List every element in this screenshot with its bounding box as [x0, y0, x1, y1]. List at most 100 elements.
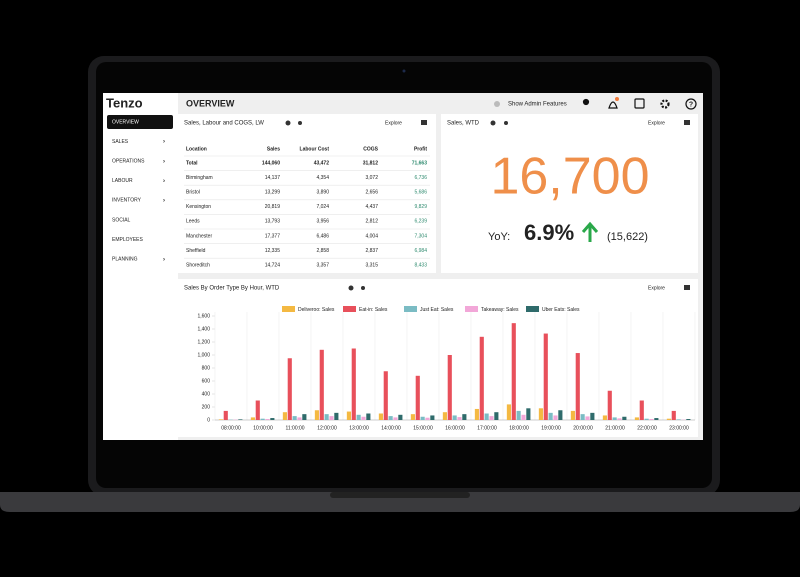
alert-icon[interactable] [504, 121, 508, 125]
bar [325, 414, 329, 420]
user-icon[interactable] [584, 100, 589, 105]
bar [480, 337, 484, 420]
bar [677, 419, 681, 420]
info-icon[interactable] [286, 121, 291, 126]
table-cell: 2,812 [365, 219, 378, 225]
bar [334, 413, 338, 420]
table-cell: 14,724 [265, 263, 281, 269]
table-cell: 4,437 [365, 204, 378, 210]
table-cell: 71,663 [412, 160, 428, 166]
y-tick-label: 200 [202, 404, 211, 410]
menu-icon[interactable] [684, 120, 690, 125]
admin-toggle-label[interactable]: Show Admin Features [508, 102, 567, 108]
y-tick-label: 400 [202, 391, 211, 397]
nav-item[interactable]: OPERATIONS [112, 159, 145, 165]
table-cell: 3,956 [316, 219, 329, 225]
menu-icon[interactable] [421, 120, 427, 125]
table-cell: 3,357 [316, 263, 329, 269]
column-header[interactable]: Location [186, 146, 207, 152]
x-tick-label: 13:00:00 [349, 425, 369, 431]
alert-icon[interactable] [361, 286, 365, 290]
y-tick-label: 1,400 [197, 326, 210, 332]
bar [443, 412, 447, 420]
table-cell: 6,486 [316, 233, 329, 239]
legend-label[interactable]: Uber Eats: Sales [542, 307, 580, 313]
bar [416, 376, 420, 420]
bar [489, 416, 493, 420]
nav-item[interactable]: PLANNING [112, 257, 138, 263]
y-tick-label: 1,200 [197, 339, 210, 345]
bar [347, 412, 351, 420]
bar [544, 334, 548, 420]
x-tick-label: 17:00:00 [477, 425, 497, 431]
kpi-value: 16,700 [490, 148, 649, 206]
nav-item[interactable]: SOCIAL [112, 217, 131, 223]
bar [526, 408, 530, 420]
column-header[interactable]: Sales [267, 146, 280, 152]
nav-item[interactable]: SALES [112, 139, 129, 145]
bar [357, 415, 361, 420]
sidebar [103, 93, 178, 440]
admin-toggle[interactable] [494, 101, 500, 107]
info-icon[interactable] [491, 121, 496, 126]
table-cell: 7,304 [414, 233, 427, 239]
table-cell: Total [186, 160, 198, 166]
alert-icon[interactable] [298, 121, 302, 125]
bar [512, 323, 516, 420]
bar [453, 415, 457, 420]
nav-chevron: › [163, 257, 165, 263]
x-tick-label: 22:00:00 [637, 425, 657, 431]
bar [361, 417, 365, 420]
page-title: OVERVIEW [186, 98, 235, 108]
column-header[interactable]: Labour Cost [300, 146, 330, 152]
bar [398, 415, 402, 420]
explore-link[interactable]: Explore [385, 120, 402, 126]
x-tick-label: 15:00:00 [413, 425, 433, 431]
bar [224, 411, 228, 420]
y-tick-label: 1,000 [197, 352, 210, 358]
x-tick-label: 12:00:00 [317, 425, 337, 431]
x-tick-label: 16:00:00 [445, 425, 465, 431]
legend-label[interactable]: Just Eat: Sales [420, 307, 454, 313]
table-cell: 9,829 [414, 204, 427, 210]
bar [585, 416, 589, 420]
nav-item[interactable]: EMPLOYEES [112, 237, 144, 243]
explore-link[interactable]: Explore [648, 285, 665, 291]
x-tick-label: 14:00:00 [381, 425, 401, 431]
nav-item[interactable]: LABOUR [112, 178, 133, 184]
nav-item[interactable]: INVENTORY [112, 198, 142, 204]
table-cell: 31,812 [363, 160, 379, 166]
column-header[interactable]: Profit [414, 146, 427, 152]
table-card [178, 114, 436, 273]
column-header[interactable]: COGS [363, 146, 378, 152]
brand: Tenzo [106, 95, 143, 110]
bar [521, 415, 525, 420]
info-icon[interactable] [349, 286, 354, 291]
x-tick-label: 20:00:00 [573, 425, 593, 431]
bar [430, 415, 434, 420]
table-cell: 14,137 [265, 175, 281, 181]
bar [672, 411, 676, 420]
bar [475, 409, 479, 420]
bar [256, 401, 260, 421]
table-cell: 13,299 [265, 190, 281, 196]
nav-item[interactable]: OVERVIEW [112, 119, 139, 125]
bar [238, 419, 242, 420]
explore-link[interactable]: Explore [648, 120, 665, 126]
table-cell: 12,335 [265, 248, 281, 254]
table-cell: Bristol [186, 190, 200, 196]
table-cell: 43,472 [314, 160, 330, 166]
legend-label[interactable]: Takeaway: Sales [481, 307, 519, 313]
bar [576, 353, 580, 420]
bar [270, 418, 274, 420]
legend-label[interactable]: Deliveroo: Sales [298, 307, 335, 313]
menu-icon[interactable] [684, 285, 690, 290]
y-tick-label: 0 [207, 417, 210, 423]
bar [251, 417, 255, 420]
legend-label[interactable]: Eat-in: Sales [359, 307, 388, 313]
table-title: Sales, Labour and COGS, LW [184, 121, 264, 127]
bar [352, 349, 356, 421]
bar [283, 412, 287, 420]
bar [553, 415, 557, 420]
bar [640, 401, 644, 421]
